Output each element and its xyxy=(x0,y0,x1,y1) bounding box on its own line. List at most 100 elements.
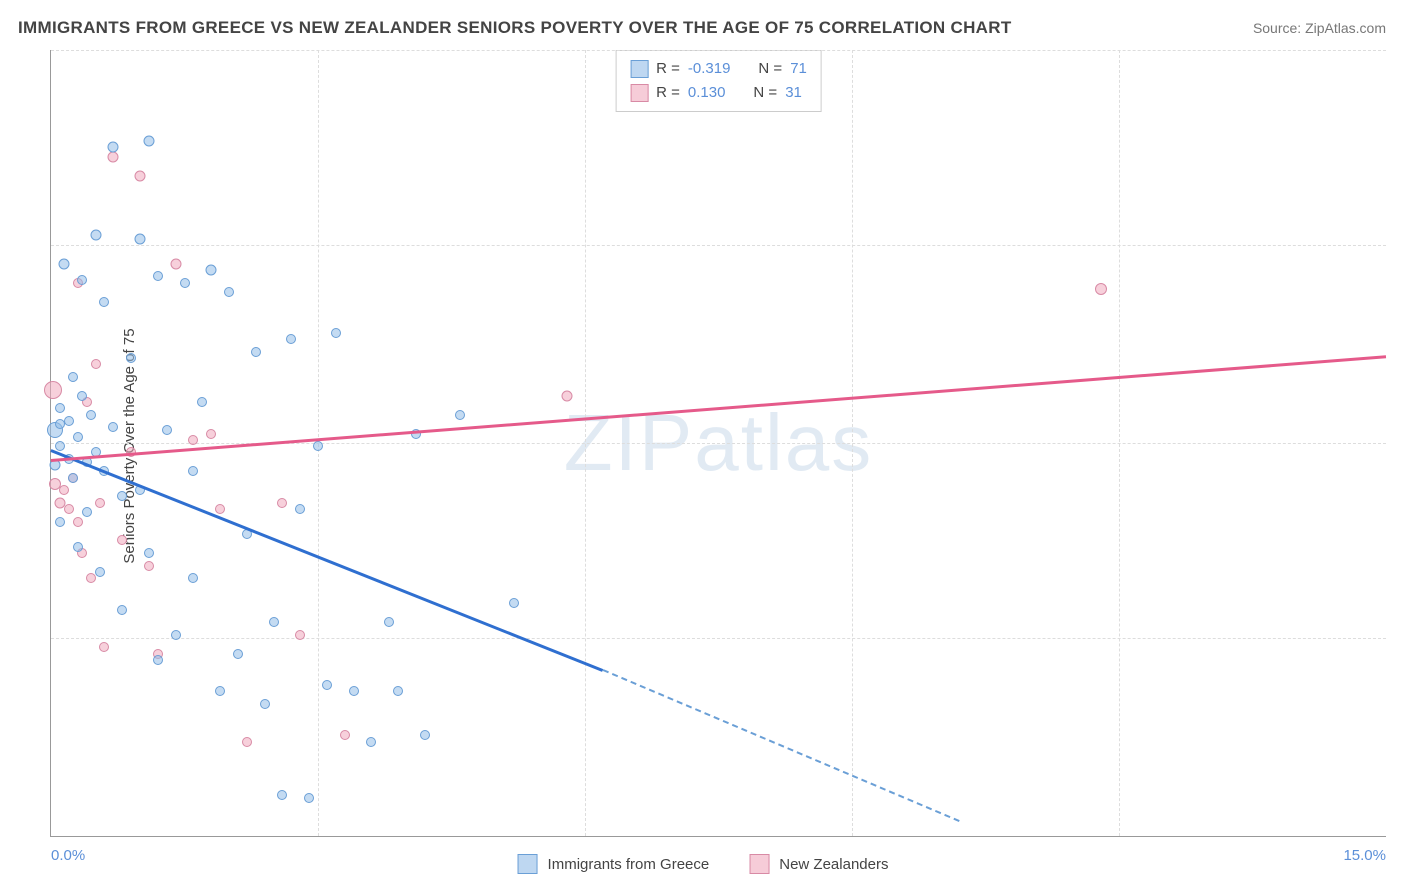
scatter-point xyxy=(188,466,198,476)
scatter-point xyxy=(562,390,573,401)
scatter-point xyxy=(171,630,181,640)
scatter-point xyxy=(393,686,403,696)
x-gridline xyxy=(585,50,586,836)
scatter-point xyxy=(286,334,296,344)
scatter-point xyxy=(251,347,261,357)
scatter-point xyxy=(82,507,92,517)
scatter-point xyxy=(242,737,252,747)
n-value-blue: 71 xyxy=(790,57,807,81)
scatter-point xyxy=(108,422,118,432)
chart-title: IMMIGRANTS FROM GREECE VS NEW ZEALANDER … xyxy=(18,18,1012,38)
scatter-point xyxy=(322,680,332,690)
scatter-point xyxy=(349,686,359,696)
scatter-point xyxy=(64,416,74,426)
scatter-point xyxy=(1095,283,1107,295)
scatter-point xyxy=(77,275,87,285)
plot-area: ZIPatlas R = -0.319 N = 71 R = 0.130 N =… xyxy=(50,50,1386,837)
scatter-point xyxy=(73,432,83,442)
scatter-point xyxy=(153,271,163,281)
legend-item-pink: New Zealanders xyxy=(749,854,888,874)
trend-line-blue-dashed xyxy=(602,669,959,822)
scatter-point xyxy=(197,397,207,407)
y-gridline xyxy=(51,638,1386,639)
scatter-point xyxy=(313,441,323,451)
n-value-pink: 31 xyxy=(785,81,802,105)
scatter-point xyxy=(44,381,62,399)
scatter-point xyxy=(77,391,87,401)
scatter-point xyxy=(180,278,190,288)
swatch-pink-icon xyxy=(749,854,769,874)
scatter-point xyxy=(153,655,163,665)
scatter-point xyxy=(304,793,314,803)
scatter-point xyxy=(366,737,376,747)
r-value-pink: 0.130 xyxy=(688,81,726,105)
scatter-point xyxy=(295,630,305,640)
scatter-point xyxy=(117,491,127,501)
scatter-point xyxy=(215,504,225,514)
trend-line-pink xyxy=(51,355,1386,461)
scatter-point xyxy=(509,598,519,608)
scatter-point xyxy=(455,410,465,420)
x-tick-label: 15.0% xyxy=(1343,847,1386,864)
scatter-point xyxy=(170,258,181,269)
scatter-point xyxy=(55,441,65,451)
scatter-point xyxy=(99,297,109,307)
scatter-point xyxy=(206,429,216,439)
scatter-point xyxy=(215,686,225,696)
legend-row-blue: R = -0.319 N = 71 xyxy=(630,57,807,81)
scatter-point xyxy=(86,410,96,420)
scatter-point xyxy=(90,230,101,241)
scatter-point xyxy=(188,573,198,583)
scatter-point xyxy=(277,790,287,800)
scatter-point xyxy=(117,535,127,545)
swatch-blue-icon xyxy=(518,854,538,874)
scatter-point xyxy=(340,730,350,740)
y-gridline xyxy=(51,50,1386,51)
scatter-point xyxy=(233,649,243,659)
scatter-point xyxy=(269,617,279,627)
scatter-point xyxy=(144,561,154,571)
r-label: R = xyxy=(656,57,680,81)
source-attribution: Source: ZipAtlas.com xyxy=(1253,20,1386,36)
scatter-point xyxy=(68,473,78,483)
r-label: R = xyxy=(656,81,680,105)
x-tick-label: 0.0% xyxy=(51,847,85,864)
scatter-point xyxy=(59,485,69,495)
scatter-point xyxy=(108,151,119,162)
scatter-point xyxy=(55,517,65,527)
legend-label-blue: Immigrants from Greece xyxy=(548,856,710,873)
scatter-point xyxy=(95,498,105,508)
swatch-blue-icon xyxy=(630,60,648,78)
r-value-blue: -0.319 xyxy=(688,57,731,81)
legend-item-blue: Immigrants from Greece xyxy=(518,854,710,874)
scatter-point xyxy=(126,353,136,363)
scatter-point xyxy=(91,359,101,369)
scatter-point xyxy=(55,403,65,413)
scatter-point xyxy=(384,617,394,627)
scatter-point xyxy=(188,435,198,445)
scatter-point xyxy=(143,136,154,147)
scatter-point xyxy=(59,258,70,269)
x-gridline xyxy=(852,50,853,836)
scatter-point xyxy=(260,699,270,709)
legend-label-pink: New Zealanders xyxy=(779,856,888,873)
n-label: N = xyxy=(758,57,782,81)
scatter-point xyxy=(86,573,96,583)
scatter-point xyxy=(224,287,234,297)
scatter-point xyxy=(295,504,305,514)
x-gridline xyxy=(1119,50,1120,836)
scatter-point xyxy=(108,142,119,153)
scatter-point xyxy=(64,504,74,514)
legend-row-pink: R = 0.130 N = 31 xyxy=(630,81,807,105)
scatter-point xyxy=(206,265,217,276)
scatter-point xyxy=(331,328,341,338)
scatter-point xyxy=(117,605,127,615)
swatch-pink-icon xyxy=(630,84,648,102)
scatter-point xyxy=(144,548,154,558)
scatter-point xyxy=(135,233,146,244)
scatter-point xyxy=(95,567,105,577)
scatter-point xyxy=(68,372,78,382)
scatter-point xyxy=(162,425,172,435)
scatter-point xyxy=(99,642,109,652)
scatter-point xyxy=(420,730,430,740)
